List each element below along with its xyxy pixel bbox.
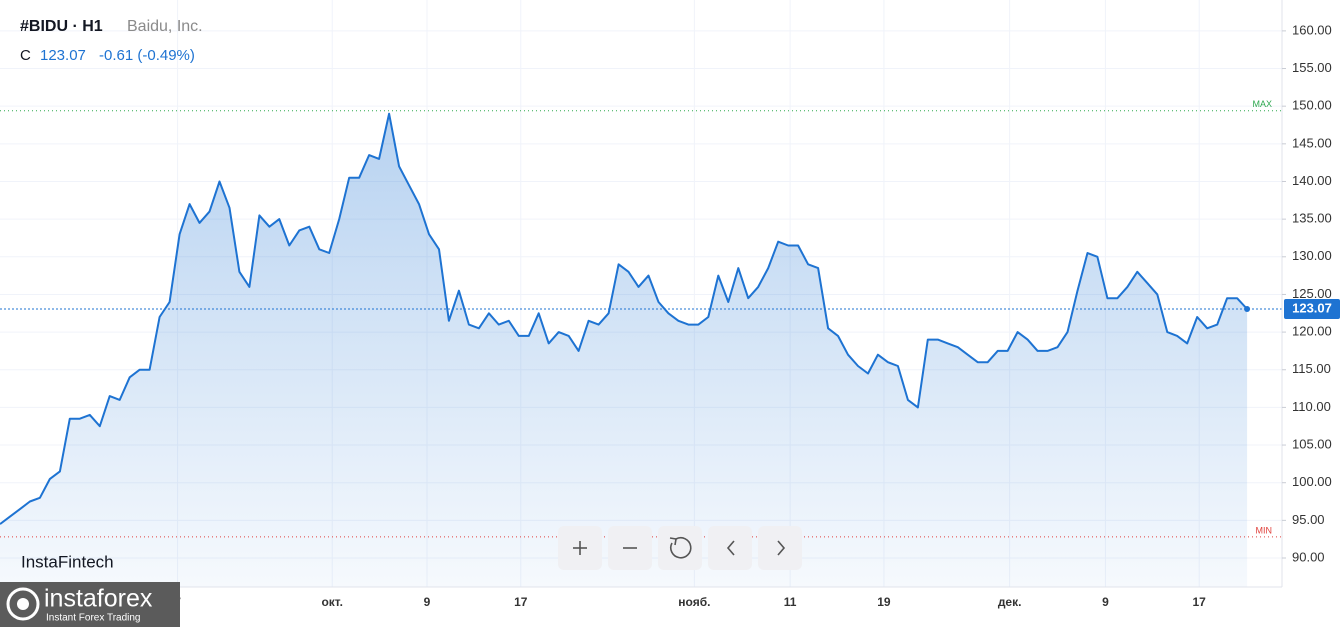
logo-icon: [6, 587, 40, 621]
x-tick-label: дек.: [998, 595, 1022, 609]
scroll-right-button[interactable]: [758, 526, 802, 570]
ref-line-label: MAX: [1252, 99, 1272, 109]
close-label: C: [20, 47, 31, 64]
last-point: [1244, 305, 1251, 312]
y-tick-label: 160.00: [1292, 22, 1332, 37]
watermark-tagline: Instant Forex Trading: [46, 613, 141, 624]
x-tick-label: 9: [424, 595, 431, 609]
x-tick-label: 17: [1193, 595, 1207, 609]
y-tick-label: 155.00: [1292, 60, 1332, 75]
price-change: -0.61 (-0.49%): [99, 47, 195, 64]
y-tick-label: 105.00: [1292, 436, 1332, 451]
y-tick-label: 125.00: [1292, 286, 1332, 301]
y-tick-label: 135.00: [1292, 211, 1332, 226]
zoom-out-button[interactable]: [608, 526, 652, 570]
company-name: Baidu, Inc.: [127, 18, 203, 35]
y-tick-label: 150.00: [1292, 98, 1332, 113]
close-price: 123.07: [40, 47, 86, 64]
y-tick-label: 145.00: [1292, 135, 1332, 150]
x-tick-label: 17: [514, 595, 528, 609]
x-tick-label: 9: [1102, 595, 1109, 609]
x-tick-label: 19: [877, 595, 891, 609]
price-line: [0, 112, 1248, 525]
y-tick-label: 115.00: [1292, 361, 1331, 376]
reset-button[interactable]: [658, 526, 702, 570]
watermark-logo: instaforex: [44, 585, 153, 613]
y-tick-label: 130.00: [1292, 248, 1332, 263]
ref-line-label: MIN: [1256, 525, 1273, 535]
y-tick-label: 100.00: [1292, 474, 1332, 489]
watermark-brand: InstaFintech: [21, 552, 114, 571]
y-tick-label: 110.00: [1292, 399, 1331, 414]
price-badge: [1284, 298, 1340, 319]
scroll-left-button[interactable]: [708, 526, 752, 570]
x-tick-label: 11: [784, 595, 797, 609]
symbol: #BIDU · H1: [20, 18, 103, 35]
x-tick-label: нояб.: [678, 595, 710, 609]
logo-icon-core: [17, 598, 29, 610]
price-badge-label: 123.07: [1292, 300, 1332, 315]
y-tick-label: 95.00: [1292, 512, 1325, 527]
area-fill: [0, 113, 1248, 587]
y-tick-label: 120.00: [1292, 324, 1332, 339]
x-tick-label: окт.: [321, 595, 343, 609]
y-tick-label: 140.00: [1292, 173, 1332, 188]
y-tick-label: 90.00: [1292, 549, 1325, 564]
zoom-in-button[interactable]: [558, 526, 602, 570]
